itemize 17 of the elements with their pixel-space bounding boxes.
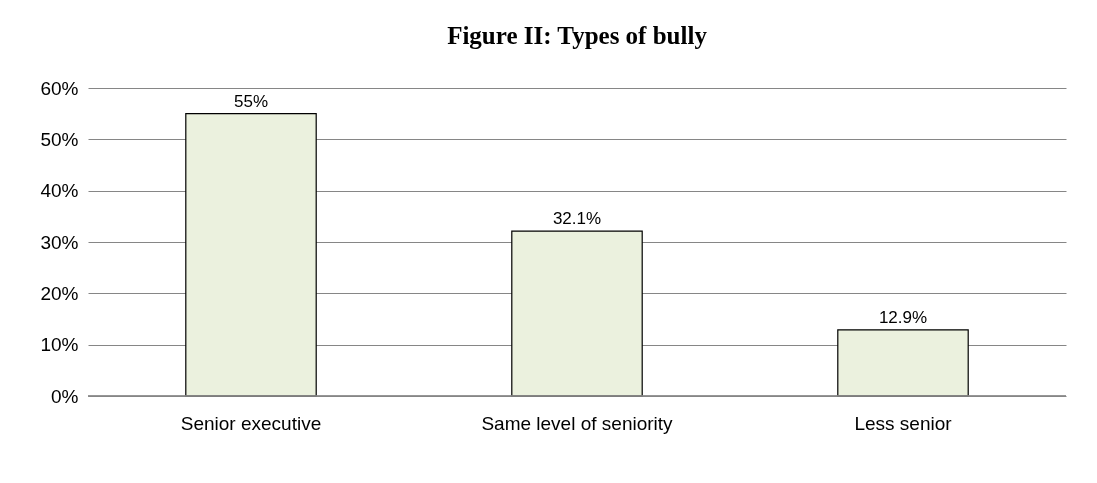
data-label: 55% (233, 91, 269, 111)
y-tick-label: 60% (40, 77, 79, 99)
y-tick-label: 20% (40, 282, 79, 304)
data-label: 32.1% (552, 209, 602, 229)
y-tick-label: 0% (51, 385, 79, 407)
y-tick-label: 10% (40, 334, 79, 356)
bar (185, 113, 317, 397)
data-label: 12.9% (878, 307, 928, 327)
y-tick-label: 50% (40, 128, 79, 150)
bar (511, 230, 643, 397)
chart-title: Figure II: Types of bully (447, 22, 708, 49)
bar (837, 329, 969, 397)
y-tick-label: 30% (40, 231, 79, 253)
y-tick-label: 40% (40, 180, 79, 202)
x-tick-label: Less senior (854, 412, 953, 434)
x-tick-label: Same level of seniority (481, 412, 674, 434)
x-tick-label: Senior executive (180, 412, 322, 434)
